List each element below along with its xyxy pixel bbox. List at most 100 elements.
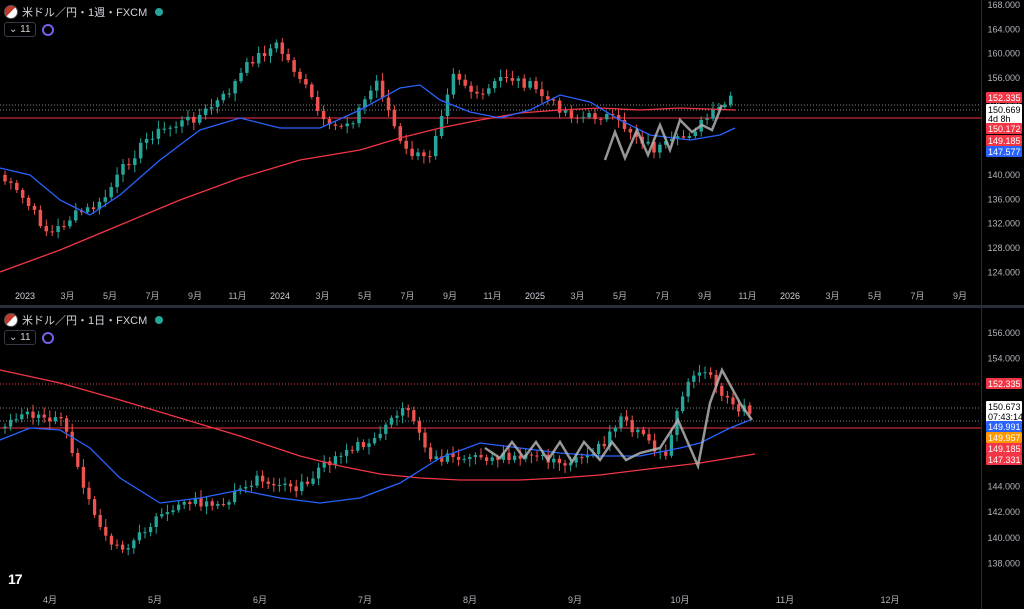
price-tag-label: 147.577 — [988, 147, 1021, 157]
candle — [610, 113, 615, 116]
candle — [714, 374, 718, 386]
candle — [20, 189, 25, 198]
candle — [725, 395, 730, 398]
candle — [406, 408, 410, 411]
y-tick-label: 160.000 — [987, 49, 1020, 59]
candle — [221, 503, 226, 505]
candle — [227, 93, 231, 95]
candle — [14, 419, 18, 421]
daily-chart-canvas[interactable]: 156.000154.000152.000150.000148.000146.0… — [0, 308, 1024, 609]
candle — [165, 512, 170, 515]
candle — [133, 158, 137, 166]
candle — [42, 414, 46, 418]
candle — [652, 141, 656, 153]
candle — [580, 457, 584, 459]
candle — [551, 99, 556, 101]
daily-collapse-button[interactable]: ⌄ 11 — [4, 330, 36, 345]
price-tag-bg — [986, 113, 1022, 124]
candle — [333, 456, 338, 466]
tradingview-logo-icon[interactable]: 17 — [8, 571, 23, 587]
price-tag-bg — [986, 146, 1022, 157]
x-tick-label: 5月 — [868, 291, 882, 301]
usdjpy-flag-icon — [4, 313, 18, 327]
usdjpy-flag-icon — [4, 5, 18, 19]
candle — [193, 497, 198, 504]
candle — [239, 72, 243, 82]
candle — [522, 78, 526, 88]
weekly-collapse-button[interactable]: ⌄ 11 — [4, 22, 36, 37]
candle — [575, 117, 580, 119]
candle — [410, 148, 414, 157]
candle — [160, 514, 164, 517]
candle — [357, 107, 361, 124]
candle — [168, 127, 172, 129]
candle — [675, 136, 680, 140]
candle — [591, 454, 595, 456]
candle — [3, 426, 7, 428]
candle — [412, 410, 416, 422]
pane-divider[interactable] — [0, 305, 1024, 308]
candle — [74, 210, 78, 221]
candle — [59, 417, 63, 419]
candle — [599, 119, 603, 121]
candle — [3, 174, 7, 182]
candle — [389, 417, 394, 425]
candle — [50, 231, 54, 233]
x-tick-label: 3月 — [570, 291, 584, 301]
candle — [277, 484, 282, 486]
daily-price-axis[interactable] — [981, 308, 1024, 609]
candle — [641, 429, 646, 435]
candle — [176, 504, 181, 511]
candle — [619, 416, 623, 428]
candle — [451, 453, 455, 458]
candle — [132, 540, 136, 549]
x-tick-label: 2026 — [780, 291, 800, 301]
candle — [162, 128, 167, 130]
candle — [272, 483, 276, 486]
weekly-price-axis[interactable] — [981, 0, 1024, 305]
x-tick-label: 7月 — [910, 291, 924, 301]
x-tick-label: 9月 — [568, 595, 582, 605]
candle — [109, 187, 113, 198]
candle — [613, 427, 618, 432]
x-tick-label: 5月 — [613, 291, 627, 301]
price-tag-label: 150.673 — [988, 402, 1021, 412]
candle — [310, 84, 314, 97]
daily-settings-icon[interactable] — [41, 331, 54, 344]
candle — [400, 408, 405, 416]
daily-indicator-count: 11 — [20, 332, 31, 343]
candle — [535, 455, 539, 457]
y-tick-label: 154.000 — [987, 354, 1020, 364]
weekly-settings-icon[interactable] — [41, 23, 54, 36]
candle — [321, 110, 326, 120]
candle — [723, 104, 727, 108]
candle — [249, 485, 254, 487]
candle — [32, 205, 37, 210]
weekly-symbol-legend[interactable]: 米ドル／円・1週・FXCM — [4, 4, 164, 20]
candle — [462, 459, 466, 461]
candle — [669, 434, 674, 456]
candle — [546, 96, 550, 100]
price-tag-label: 150.669 — [988, 105, 1021, 115]
weekly-chart-pane[interactable]: 168.000164.000160.000156.000152.000148.0… — [0, 0, 1024, 305]
daily-chart-pane[interactable]: 156.000154.000152.000150.000148.000146.0… — [0, 308, 1024, 609]
candle — [481, 93, 485, 95]
candle — [692, 375, 696, 382]
x-tick-label: 3月 — [315, 291, 329, 301]
x-tick-label: 7月 — [145, 291, 159, 301]
weekly-chart-canvas[interactable]: 168.000164.000160.000156.000152.000148.0… — [0, 0, 1024, 305]
candle — [646, 141, 650, 144]
candle — [315, 96, 320, 111]
candle — [197, 114, 202, 123]
x-tick-label: 7月 — [358, 595, 372, 605]
daily-symbol-legend[interactable]: 米ドル／円・1日・FXCM — [4, 312, 164, 328]
candle — [647, 434, 651, 441]
candle — [680, 396, 685, 412]
candle — [126, 548, 130, 550]
candle — [563, 110, 568, 113]
candle — [540, 454, 545, 457]
price-tag-label: 149.957 — [988, 433, 1021, 443]
candle — [518, 455, 522, 459]
x-tick-label: 5月 — [358, 291, 372, 301]
candle — [636, 429, 640, 433]
